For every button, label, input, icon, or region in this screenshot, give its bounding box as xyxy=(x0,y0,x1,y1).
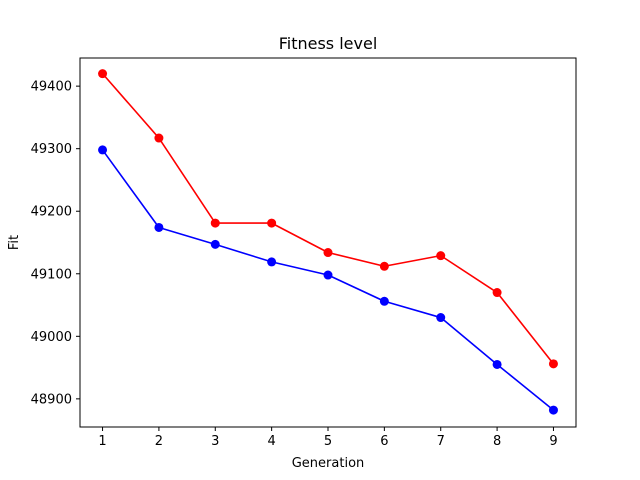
data-point xyxy=(548,359,558,369)
y-axis-label: Fit xyxy=(7,235,22,250)
x-tick-label: 7 xyxy=(437,434,445,449)
data-point xyxy=(548,405,558,415)
x-tick-label: 3 xyxy=(211,434,219,449)
x-axis-label: Generation xyxy=(292,456,365,471)
data-point xyxy=(154,222,164,232)
series-2 xyxy=(98,145,558,415)
y-tick-label: 49000 xyxy=(31,330,72,345)
x-tick-label: 8 xyxy=(493,434,501,449)
data-point xyxy=(492,359,502,369)
x-tick-label: 6 xyxy=(380,434,388,449)
data-point xyxy=(492,288,502,298)
y-axis: 48900 49000 49100 49200 49300 49400 xyxy=(31,80,80,407)
x-tick-label: 1 xyxy=(98,434,106,449)
x-tick-label: 9 xyxy=(549,434,557,449)
x-tick-label: 5 xyxy=(324,434,332,449)
y-tick-label: 48900 xyxy=(31,392,72,407)
data-point xyxy=(379,261,389,271)
data-point xyxy=(267,257,277,267)
data-point xyxy=(323,248,333,258)
data-point xyxy=(323,270,333,280)
data-point xyxy=(436,251,446,261)
y-tick-label: 49300 xyxy=(31,142,72,157)
x-tick-label: 2 xyxy=(155,434,163,449)
y-tick-label: 49100 xyxy=(31,267,72,282)
y-tick-label: 49200 xyxy=(31,205,72,220)
data-point xyxy=(98,145,108,155)
series-layer xyxy=(98,69,558,415)
x-axis: 1 2 3 4 5 6 7 8 9 xyxy=(98,427,558,449)
data-point xyxy=(210,218,220,228)
data-point xyxy=(98,69,108,79)
x-tick-label: 4 xyxy=(267,434,275,449)
plot-area xyxy=(79,57,577,428)
data-point xyxy=(379,296,389,306)
chart-title: Fitness level xyxy=(279,34,378,53)
data-point xyxy=(267,218,277,228)
data-point xyxy=(436,313,446,323)
data-point xyxy=(154,133,164,143)
y-tick-label: 49400 xyxy=(31,80,72,95)
data-point xyxy=(210,239,220,249)
series-1 xyxy=(98,69,558,369)
